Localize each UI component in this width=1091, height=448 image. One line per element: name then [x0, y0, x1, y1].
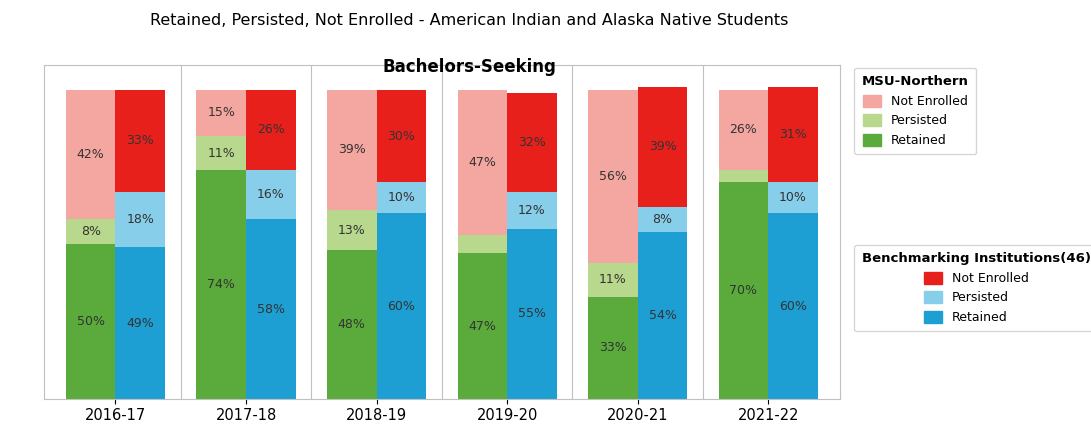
- Text: 42%: 42%: [76, 148, 105, 161]
- Text: 48%: 48%: [338, 318, 365, 331]
- Bar: [768, 213, 818, 399]
- Bar: [588, 90, 638, 263]
- Text: 33%: 33%: [127, 134, 154, 147]
- Text: 60%: 60%: [387, 300, 416, 313]
- Bar: [196, 90, 245, 136]
- Bar: [768, 182, 818, 213]
- Bar: [196, 136, 245, 170]
- Bar: [376, 182, 427, 213]
- Text: 47%: 47%: [468, 319, 496, 332]
- Text: 26%: 26%: [257, 123, 285, 136]
- Bar: [327, 250, 376, 399]
- Text: 12%: 12%: [518, 204, 546, 217]
- Bar: [507, 93, 556, 192]
- Text: 11%: 11%: [599, 273, 626, 286]
- Bar: [245, 220, 296, 399]
- Text: 31%: 31%: [779, 128, 807, 141]
- Text: 15%: 15%: [207, 106, 236, 119]
- Text: 70%: 70%: [730, 284, 757, 297]
- Text: 30%: 30%: [387, 129, 416, 142]
- Bar: [457, 254, 507, 399]
- Bar: [588, 263, 638, 297]
- Text: 60%: 60%: [779, 300, 807, 313]
- Text: 11%: 11%: [207, 146, 235, 159]
- Text: 32%: 32%: [518, 136, 546, 149]
- Bar: [196, 170, 245, 399]
- Bar: [507, 229, 556, 399]
- Text: 13%: 13%: [338, 224, 365, 237]
- Text: 18%: 18%: [127, 213, 154, 226]
- Bar: [638, 86, 687, 207]
- Text: Bachelors-Seeking: Bachelors-Seeking: [382, 58, 556, 76]
- Bar: [457, 90, 507, 235]
- Text: 49%: 49%: [127, 316, 154, 330]
- Bar: [588, 297, 638, 399]
- Text: 58%: 58%: [256, 302, 285, 315]
- Text: 55%: 55%: [518, 307, 546, 320]
- Bar: [245, 90, 296, 170]
- Bar: [65, 220, 116, 244]
- Bar: [719, 90, 768, 170]
- Bar: [719, 170, 768, 182]
- Text: 10%: 10%: [779, 191, 807, 204]
- Bar: [376, 90, 427, 182]
- Bar: [116, 192, 165, 247]
- Text: 56%: 56%: [599, 170, 627, 183]
- Text: 16%: 16%: [257, 188, 285, 201]
- Text: 50%: 50%: [76, 315, 105, 328]
- Bar: [65, 90, 116, 220]
- Bar: [327, 210, 376, 250]
- Text: 74%: 74%: [207, 278, 236, 291]
- Text: 10%: 10%: [387, 191, 416, 204]
- Bar: [768, 86, 818, 182]
- Text: 39%: 39%: [338, 143, 365, 156]
- Bar: [638, 207, 687, 232]
- Bar: [638, 232, 687, 399]
- Text: Retained, Persisted, Not Enrolled - American Indian and Alaska Native Students: Retained, Persisted, Not Enrolled - Amer…: [149, 13, 789, 28]
- Bar: [719, 182, 768, 399]
- Text: 54%: 54%: [648, 309, 676, 322]
- Bar: [116, 90, 165, 192]
- Bar: [376, 213, 427, 399]
- Bar: [457, 235, 507, 254]
- Text: 33%: 33%: [599, 341, 626, 354]
- Text: 8%: 8%: [81, 225, 100, 238]
- Legend: Not Enrolled, Persisted, Retained: Not Enrolled, Persisted, Retained: [854, 245, 1091, 331]
- Bar: [245, 170, 296, 220]
- Bar: [116, 247, 165, 399]
- Text: 8%: 8%: [652, 213, 672, 226]
- Text: 47%: 47%: [468, 156, 496, 169]
- Bar: [65, 244, 116, 399]
- Text: 39%: 39%: [649, 140, 676, 153]
- Bar: [327, 90, 376, 210]
- Bar: [507, 192, 556, 229]
- Text: 26%: 26%: [730, 123, 757, 136]
